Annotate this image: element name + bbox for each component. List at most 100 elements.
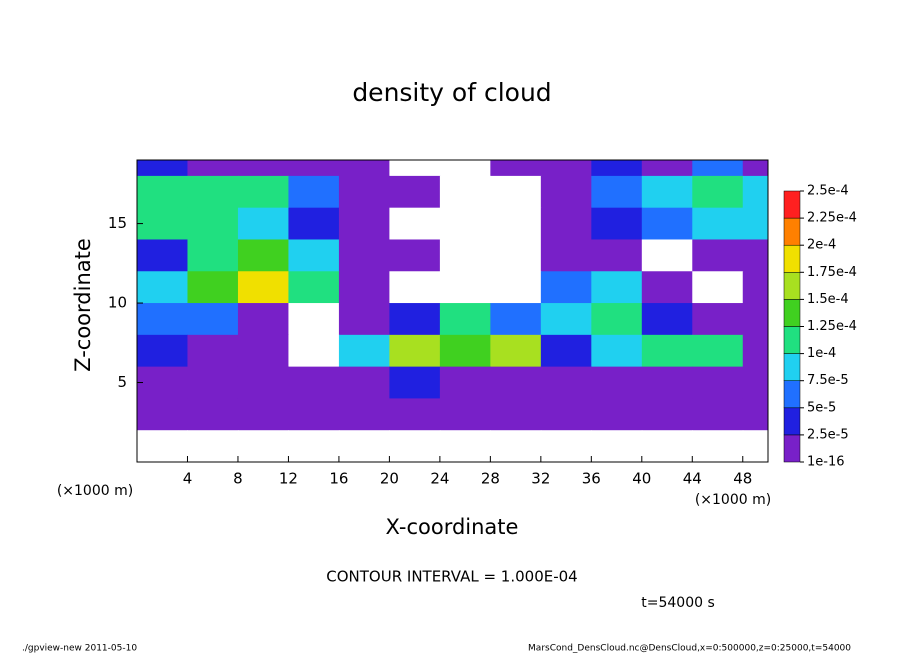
colorbar-band (783, 272, 801, 300)
cell (591, 334, 643, 368)
y-unit-label: (×1000 m) (57, 483, 133, 499)
y-axis-title: Z-coordinate (71, 238, 95, 372)
cell (490, 175, 542, 209)
cell (389, 303, 441, 336)
y-tick-label: 15 (108, 214, 127, 232)
x-axis-title: X-coordinate (386, 515, 519, 539)
cell (490, 271, 542, 304)
colorbar-band (783, 434, 801, 463)
cell (742, 430, 768, 462)
x-tick-label: 8 (233, 470, 243, 488)
cell (237, 175, 289, 209)
cell (389, 366, 441, 399)
colorbar-band (783, 380, 801, 409)
cell (692, 175, 744, 209)
cell (237, 366, 289, 399)
cell (338, 207, 390, 240)
cell (137, 303, 188, 336)
colorbar-band (783, 217, 801, 246)
cell (490, 366, 542, 399)
cell (490, 239, 542, 272)
cell (540, 334, 592, 368)
y-tick-label: 10 (108, 294, 127, 312)
cell (389, 175, 441, 209)
cell (742, 334, 768, 368)
cell (742, 175, 768, 209)
cell (338, 160, 390, 177)
cell (237, 207, 289, 240)
plot-frame (136, 159, 769, 463)
cell (540, 430, 592, 462)
cell (439, 207, 491, 240)
cell (237, 398, 289, 431)
cell (641, 366, 693, 399)
cell (288, 160, 340, 177)
cell (237, 303, 289, 336)
cell (439, 334, 491, 368)
cell (490, 303, 542, 336)
colorbar-label: 2.5e-4 (807, 184, 849, 199)
colorbar-band (783, 190, 801, 219)
time-label: t=54000 s (641, 595, 715, 611)
cell (591, 207, 643, 240)
cell (490, 398, 542, 431)
colorbar-label: 2e-4 (807, 238, 836, 253)
cell (338, 303, 390, 336)
cell (439, 303, 491, 336)
cell (187, 303, 239, 336)
cell (187, 207, 239, 240)
cell (591, 430, 643, 462)
x-tick-label: 48 (733, 470, 752, 488)
cell (641, 160, 693, 177)
cell (288, 366, 340, 399)
cell (591, 160, 643, 177)
cell (591, 366, 643, 399)
cell (540, 239, 592, 272)
cell (389, 334, 441, 368)
cell (439, 160, 491, 177)
y-tick-label: 5 (117, 373, 127, 391)
cell (187, 398, 239, 431)
cell (692, 160, 744, 177)
cell (338, 430, 390, 462)
cell (288, 303, 340, 336)
cell (439, 271, 491, 304)
cell (187, 271, 239, 304)
cell (288, 334, 340, 368)
x-tick-label: 40 (632, 470, 651, 488)
x-tick-label: 24 (430, 470, 449, 488)
cell (641, 303, 693, 336)
cell (237, 271, 289, 304)
cell (137, 239, 188, 272)
cell (591, 398, 643, 431)
cell (641, 271, 693, 304)
cell (540, 175, 592, 209)
cell (389, 271, 441, 304)
colorbar-band (783, 326, 801, 354)
cell (338, 175, 390, 209)
footer-right: MarsCond_DensCloud.nc@DensCloud,x=0:5000… (528, 644, 851, 654)
cell (742, 398, 768, 431)
cell (439, 366, 491, 399)
cell (137, 271, 188, 304)
cell (591, 303, 643, 336)
cell (742, 303, 768, 336)
cell (742, 160, 768, 177)
colorbar-band (783, 299, 801, 327)
cell (692, 207, 744, 240)
cell (490, 334, 542, 368)
cell (641, 398, 693, 431)
cell (237, 239, 289, 272)
cell (237, 430, 289, 462)
colorbar-label: 7.5e-5 (807, 373, 849, 388)
cell (540, 366, 592, 399)
cell (338, 271, 390, 304)
cell (490, 430, 542, 462)
cell (439, 239, 491, 272)
cell (742, 366, 768, 399)
cell (540, 160, 592, 177)
cell (692, 398, 744, 431)
cell (338, 334, 390, 368)
cell (389, 239, 441, 272)
